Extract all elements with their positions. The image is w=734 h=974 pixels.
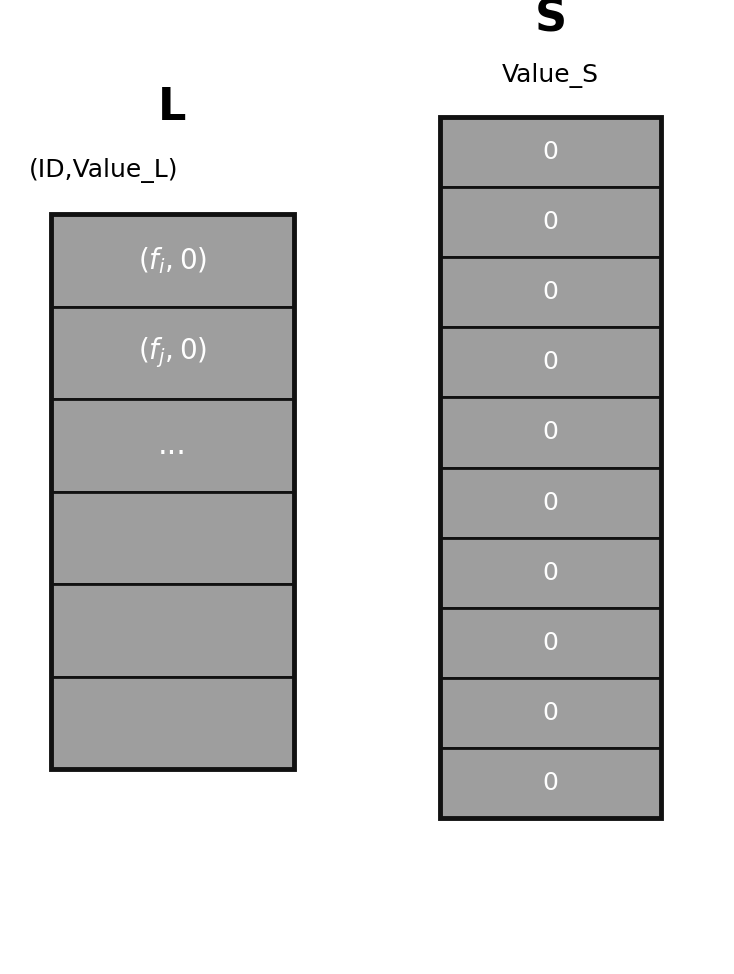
Text: 0: 0 [542,210,559,234]
Text: 0: 0 [542,421,559,444]
Bar [440,608,661,678]
Bar [440,117,661,818]
Text: Value_S: Value_S [502,63,599,89]
Bar [51,214,294,307]
Text: 0: 0 [542,491,559,514]
Text: 0: 0 [542,701,559,725]
Bar [440,117,661,187]
Text: L: L [159,86,186,129]
Bar [440,187,661,257]
Bar [440,397,661,468]
Bar [51,399,294,492]
Bar [51,677,294,769]
Bar [440,678,661,748]
Bar [51,214,294,769]
Text: (ID,Value_L): (ID,Value_L) [29,158,179,183]
Bar [440,468,661,538]
Text: 0: 0 [542,281,559,304]
Text: 0: 0 [542,771,559,795]
Text: $(f_j,0)$: $(f_j,0)$ [138,336,207,370]
Bar [440,257,661,327]
Text: S: S [534,0,567,41]
Bar [51,584,294,677]
Text: $(f_i,0)$: $(f_i,0)$ [138,245,207,276]
Text: ...: ... [158,431,187,460]
Bar [51,307,294,399]
Text: 0: 0 [542,631,559,655]
Text: 0: 0 [542,140,559,164]
Bar [440,327,661,397]
Text: 0: 0 [542,351,559,374]
Text: 0: 0 [542,561,559,584]
Bar [440,748,661,818]
Bar [51,492,294,584]
Bar [440,538,661,608]
